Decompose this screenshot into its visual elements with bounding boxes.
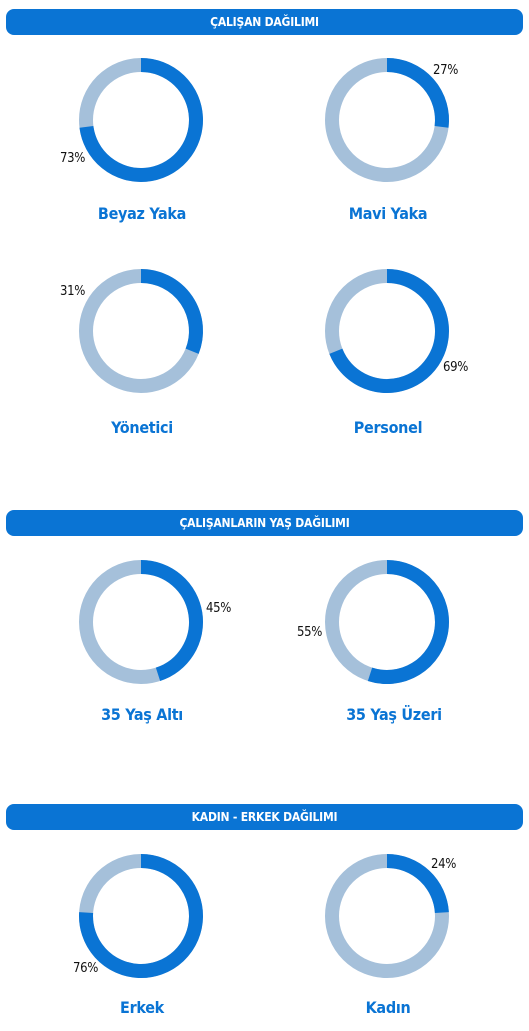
donut-chart-beyaz-yaka bbox=[76, 55, 206, 185]
donut-svg-kadin bbox=[325, 854, 449, 978]
donut-segment-accent bbox=[79, 854, 203, 978]
donut-segment-accent bbox=[79, 58, 203, 182]
donut-segment-accent bbox=[140, 560, 203, 681]
donut-chart-35-yas-alti bbox=[76, 557, 206, 687]
caption-beyaz-yaka: Beyaz Yaka bbox=[97, 204, 187, 223]
caption-yonetici: Yönetici bbox=[111, 418, 173, 437]
percent-label-35-yas-alti: 45% bbox=[206, 601, 232, 616]
caption-mavi-yaka: Mavi Yaka bbox=[348, 204, 428, 223]
donut-svg-erkek bbox=[79, 854, 203, 978]
caption-personel: Personel bbox=[353, 418, 423, 437]
donut-chart-erkek bbox=[76, 851, 206, 981]
donut-chart-kadin bbox=[322, 851, 452, 981]
caption-35-yas-alti: 35 Yaş Altı bbox=[101, 705, 183, 724]
percent-label-kadin: 24% bbox=[431, 857, 457, 872]
caption-35-yas-uzeri: 35 Yaş Üzeri bbox=[346, 705, 442, 724]
donut-segment-accent bbox=[140, 269, 203, 354]
donut-chart-personel bbox=[322, 266, 452, 396]
donut-chart-35-yas-uzeri bbox=[322, 557, 452, 687]
section-title-yas-dagilimi: ÇALIŞANLARIN YAŞ DAĞILIMI bbox=[6, 510, 523, 536]
caption-kadin: Kadın bbox=[365, 998, 411, 1017]
donut-segment-accent bbox=[329, 269, 449, 393]
section-title-calisan-dagilimi: ÇALIŞAN DAĞILIMI bbox=[6, 9, 523, 35]
donut-segment-accent bbox=[386, 854, 449, 914]
donut-chart-mavi-yaka bbox=[322, 55, 452, 185]
donut-svg-yonetici bbox=[79, 269, 203, 393]
caption-erkek: Erkek bbox=[120, 998, 164, 1017]
percent-label-yonetici: 31% bbox=[60, 284, 86, 299]
percent-label-erkek: 76% bbox=[73, 961, 99, 976]
percent-label-mavi-yaka: 27% bbox=[433, 63, 459, 78]
donut-svg-mavi-yaka bbox=[325, 58, 449, 182]
donut-svg-35-yas-alti bbox=[79, 560, 203, 684]
donut-chart-yonetici bbox=[76, 266, 206, 396]
percent-label-beyaz-yaka: 73% bbox=[60, 151, 86, 166]
donut-segment-accent bbox=[367, 560, 449, 684]
donut-svg-personel bbox=[325, 269, 449, 393]
section-title-cinsiyet-dagilimi: KADIN - ERKEK DAĞILIMI bbox=[6, 804, 523, 830]
donut-svg-35-yas-uzeri bbox=[325, 560, 449, 684]
donut-svg-beyaz-yaka bbox=[79, 58, 203, 182]
percent-label-personel: 69% bbox=[443, 360, 469, 375]
percent-label-35-yas-uzeri: 55% bbox=[297, 625, 323, 640]
donut-segment-accent bbox=[386, 58, 449, 128]
